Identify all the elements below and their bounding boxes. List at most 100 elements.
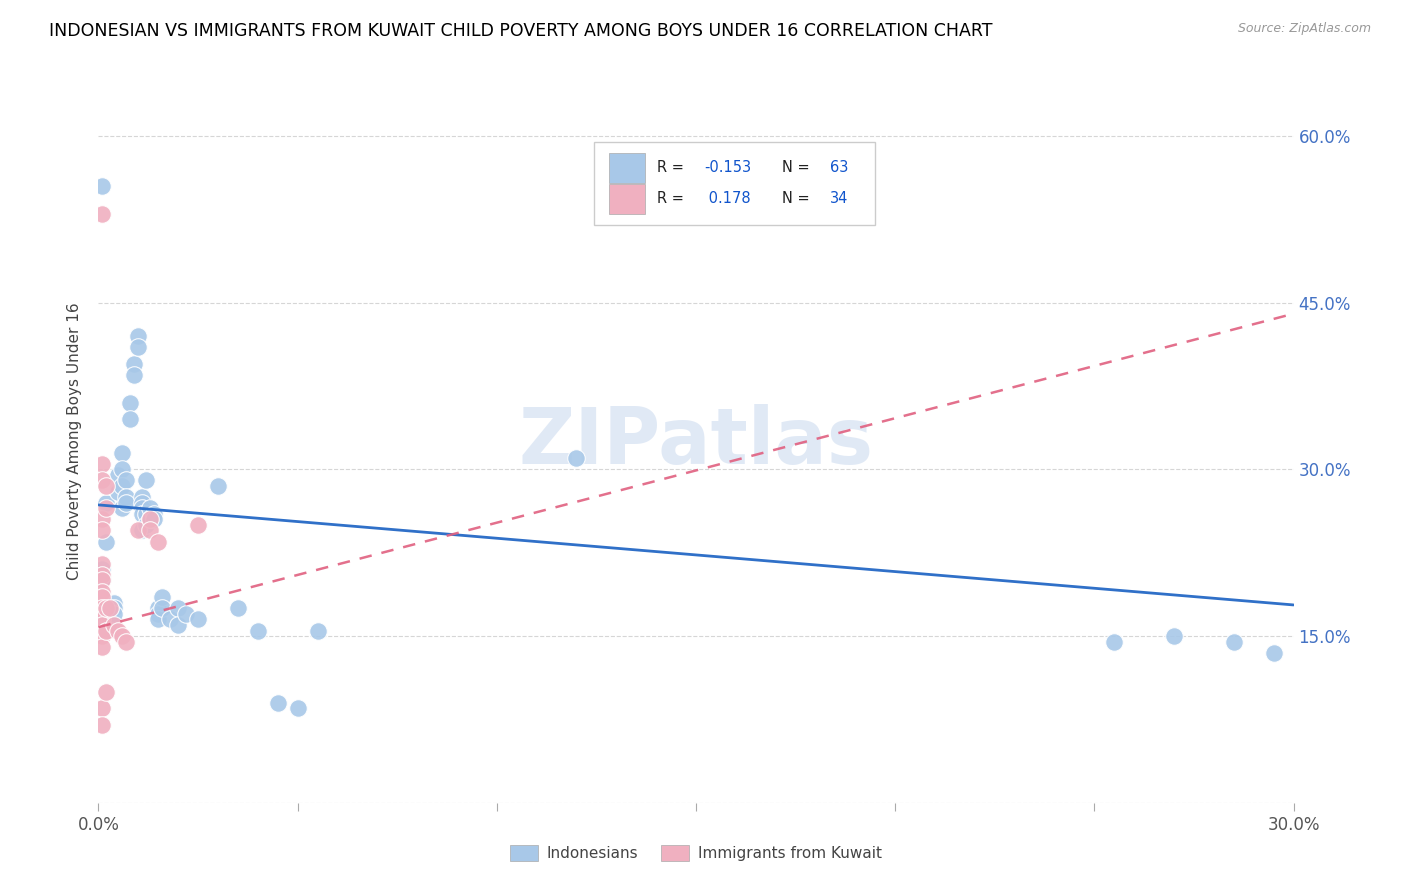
Point — [91, 457, 114, 471]
Point — [267, 696, 290, 710]
Point — [91, 178, 114, 193]
Point — [131, 501, 153, 516]
Point — [246, 624, 269, 638]
Point — [131, 524, 153, 538]
Point — [148, 534, 170, 549]
Point — [103, 607, 125, 621]
Point — [148, 601, 170, 615]
Point — [103, 601, 125, 615]
Point — [91, 474, 114, 488]
Point — [91, 207, 114, 221]
Point — [127, 329, 149, 343]
Point — [167, 618, 190, 632]
Point — [96, 601, 118, 615]
Point — [148, 612, 170, 626]
Point — [115, 496, 138, 510]
Point — [127, 340, 149, 354]
Text: -0.153: -0.153 — [704, 161, 751, 175]
Point — [91, 629, 114, 643]
Point — [187, 517, 209, 532]
Point — [139, 501, 162, 516]
Text: 63: 63 — [830, 161, 848, 175]
Point — [91, 590, 114, 604]
Point — [150, 601, 173, 615]
Point — [143, 507, 166, 521]
Text: N =: N = — [782, 191, 814, 206]
Point — [91, 718, 114, 732]
Point — [91, 607, 114, 621]
Point — [91, 640, 114, 655]
Point — [115, 490, 138, 504]
Point — [124, 357, 146, 371]
Point — [1263, 646, 1285, 660]
Point — [91, 701, 114, 715]
Point — [307, 624, 329, 638]
Point — [91, 524, 114, 538]
Point — [167, 601, 190, 615]
Point — [91, 568, 114, 582]
FancyBboxPatch shape — [609, 153, 644, 183]
Point — [127, 524, 149, 538]
Point — [1223, 634, 1246, 648]
Point — [565, 451, 588, 466]
Point — [91, 618, 114, 632]
Point — [139, 512, 162, 526]
Point — [96, 684, 118, 698]
Point — [91, 574, 114, 588]
Point — [107, 484, 129, 499]
Point — [131, 507, 153, 521]
Point — [159, 612, 181, 626]
Point — [150, 590, 173, 604]
Point — [103, 618, 125, 632]
Point — [115, 474, 138, 488]
Point — [226, 601, 249, 615]
Point — [98, 601, 122, 615]
Point — [91, 612, 114, 626]
Point — [107, 624, 129, 638]
Text: R =: R = — [657, 161, 688, 175]
Point — [96, 624, 118, 638]
Point — [139, 524, 162, 538]
Point — [120, 395, 142, 409]
Point — [148, 607, 170, 621]
Point — [91, 512, 114, 526]
Point — [96, 496, 118, 510]
Point — [135, 517, 157, 532]
Point — [111, 462, 134, 476]
Point — [139, 512, 162, 526]
Text: R =: R = — [657, 191, 688, 206]
Point — [143, 512, 166, 526]
Point — [111, 629, 134, 643]
Point — [1163, 629, 1185, 643]
Point — [187, 612, 209, 626]
Point — [96, 501, 118, 516]
Point — [91, 601, 114, 615]
Point — [107, 467, 129, 482]
Point — [115, 634, 138, 648]
Point — [135, 474, 157, 488]
Point — [91, 557, 114, 571]
Point — [287, 701, 309, 715]
Point — [131, 496, 153, 510]
Point — [131, 490, 153, 504]
Point — [98, 601, 122, 615]
Point — [1104, 634, 1126, 648]
FancyBboxPatch shape — [609, 184, 644, 214]
Point — [135, 507, 157, 521]
Text: N =: N = — [782, 161, 814, 175]
Point — [111, 479, 134, 493]
Text: Source: ZipAtlas.com: Source: ZipAtlas.com — [1237, 22, 1371, 36]
Point — [96, 479, 118, 493]
Point — [174, 607, 197, 621]
Point — [96, 534, 118, 549]
Text: INDONESIAN VS IMMIGRANTS FROM KUWAIT CHILD POVERTY AMONG BOYS UNDER 16 CORRELATI: INDONESIAN VS IMMIGRANTS FROM KUWAIT CHI… — [49, 22, 993, 40]
Text: 0.178: 0.178 — [704, 191, 751, 206]
Y-axis label: Child Poverty Among Boys Under 16: Child Poverty Among Boys Under 16 — [67, 302, 83, 581]
Point — [111, 501, 134, 516]
Legend: Indonesians, Immigrants from Kuwait: Indonesians, Immigrants from Kuwait — [503, 839, 889, 867]
Point — [91, 562, 114, 576]
Point — [98, 612, 122, 626]
Point — [91, 574, 114, 588]
Point — [207, 479, 229, 493]
Point — [111, 445, 134, 459]
